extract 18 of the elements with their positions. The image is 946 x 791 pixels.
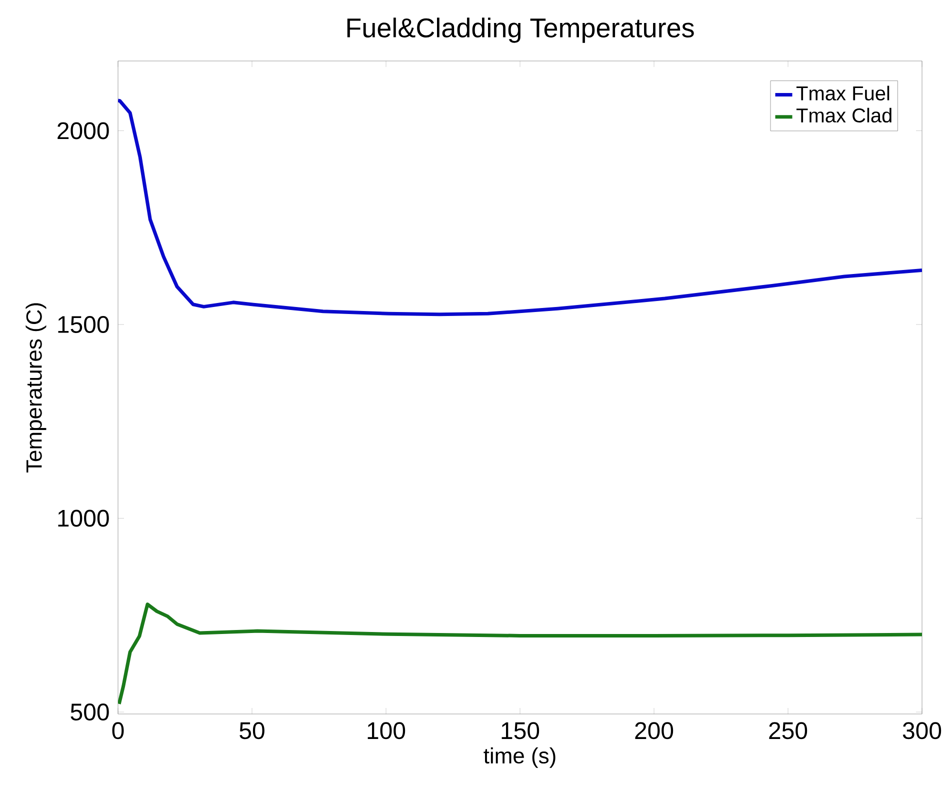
chart-title: Fuel&Cladding Temperatures xyxy=(347,18,694,43)
legend-label: Tmax Clad xyxy=(796,108,892,123)
x-tick-label: 300 xyxy=(902,722,942,740)
y-axis-title: Temperatures (C) xyxy=(26,303,46,473)
x-tick-label: 250 xyxy=(769,722,808,740)
line-series xyxy=(118,602,922,706)
x-tick-label: 150 xyxy=(502,722,540,740)
x-axis-title: time (s) xyxy=(484,747,556,768)
y-tick-label: 1000 xyxy=(58,510,109,527)
x-tick-label: 50 xyxy=(240,722,264,740)
line-series xyxy=(118,98,922,316)
y-tick-label: 1500 xyxy=(58,316,109,334)
x-tick-label: 200 xyxy=(635,722,674,740)
y-tick-label: 500 xyxy=(70,704,109,721)
y-tick-label: 2000 xyxy=(58,122,109,140)
x-tick-label: 0 xyxy=(112,722,124,740)
legend-label: Tmax Fuel xyxy=(796,86,890,100)
x-tick-label: 100 xyxy=(368,722,406,740)
